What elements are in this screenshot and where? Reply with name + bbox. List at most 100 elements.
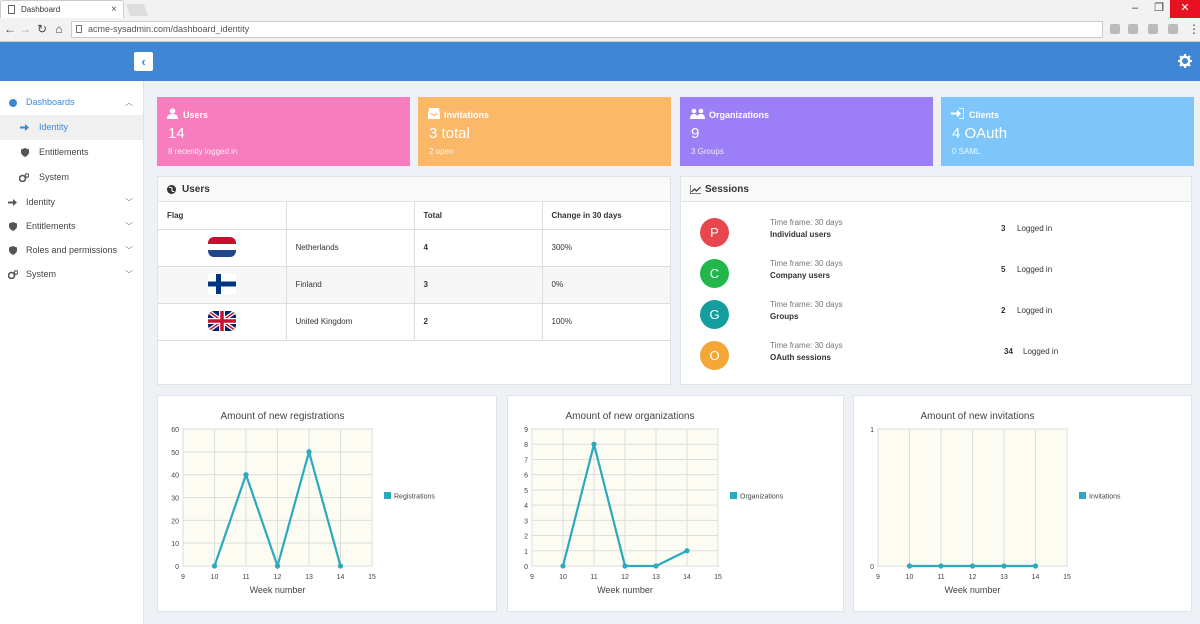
session-row[interactable]: G Time frame: 30 days Groups 2 Logged in	[681, 295, 1191, 336]
session-row[interactable]: P Time frame: 30 days Individual users 3 Log…	[681, 213, 1191, 254]
sidebar-item-identity-active[interactable]: Identity	[0, 115, 143, 140]
session-row[interactable]: O Time frame: 30 days OAuth sessions 34 Logg…	[681, 336, 1191, 377]
back-icon[interactable]: ←	[4, 22, 16, 36]
stat-title: Invitations	[444, 110, 490, 120]
registrations-chart-panel: Amount of new registrations 0 10 20 30 40 50 60…	[157, 395, 497, 612]
sidebar-item-label: Identity	[39, 122, 69, 132]
sidebar-item-system[interactable]: System	[0, 165, 143, 190]
chart-title: Amount of new organizations	[566, 411, 695, 422]
panel-title: Users	[182, 184, 210, 195]
total-cell: 2	[414, 303, 543, 341]
extension-icon[interactable]	[1128, 24, 1138, 34]
data-point	[653, 563, 659, 569]
y-tick-label: 50	[171, 450, 179, 457]
x-tick-label: 11	[242, 574, 249, 581]
page-icon	[76, 25, 82, 33]
change-cell: 100%	[542, 303, 670, 341]
sidebar-item-dashboards[interactable]: Dashboards ︿	[0, 90, 143, 115]
minimize-icon[interactable]: –	[1131, 2, 1139, 14]
sign-in-icon	[951, 108, 964, 119]
sidebar-item-entitlements[interactable]: Entitlements	[0, 140, 143, 165]
x-tick-label: 14	[683, 574, 691, 581]
y-tick-label: 0	[175, 564, 179, 571]
maximize-icon[interactable]: ❐	[1154, 2, 1164, 14]
extension-icon[interactable]	[1110, 24, 1120, 34]
home-icon[interactable]: ⌂	[55, 22, 63, 36]
data-point	[938, 563, 944, 569]
new-tab-button[interactable]	[125, 4, 149, 16]
settings-gear-icon[interactable]	[1178, 54, 1192, 68]
y-tick-label: 6	[524, 473, 528, 480]
stat-subtext: 8 recently logged in	[168, 147, 238, 156]
x-axis-label: Week number	[597, 585, 653, 595]
collapse-sidebar-button[interactable]: ‹	[134, 52, 153, 71]
chevron-up-icon: ︿	[125, 98, 133, 107]
extension-icon[interactable]	[1168, 24, 1178, 34]
table-row[interactable]: Netherlands 4 300%	[158, 229, 670, 267]
forward-icon[interactable]: →	[19, 22, 31, 36]
users-panel-header: Users	[158, 177, 670, 202]
chart-title: Amount of new registrations	[221, 411, 345, 422]
column-header[interactable]: Change in 30 days	[542, 202, 670, 230]
session-name: Company users	[770, 271, 831, 280]
column-header[interactable]: Total	[414, 202, 543, 230]
data-point	[211, 563, 218, 569]
stat-card-invitations[interactable]: Invitations 3 total 2 open	[418, 97, 671, 166]
chart-title: Amount of new invitations	[921, 411, 1035, 422]
y-tick-label: 20	[171, 518, 179, 525]
browser-tab[interactable]: Dashboard ×	[0, 0, 124, 18]
sidebar-item-label: Entitlements	[26, 221, 76, 231]
session-count: 5	[1001, 265, 1006, 274]
legend-swatch	[1079, 492, 1086, 499]
stat-subtext: 2 open	[429, 147, 454, 156]
session-count-label: Logged in	[1023, 347, 1059, 356]
reload-icon[interactable]: ↻	[36, 22, 48, 36]
x-tick-label: 10	[559, 574, 567, 581]
sidebar-item-identity[interactable]: Identity ﹀	[0, 190, 143, 215]
data-point	[274, 563, 281, 569]
data-point	[906, 563, 913, 569]
country-cell: Finland	[286, 266, 415, 304]
window-close-icon[interactable]: ✕	[1170, 0, 1200, 18]
data-point	[337, 563, 344, 569]
browser-tab-bar: Dashboard × – ❐ ✕	[0, 0, 1200, 18]
total-cell: 3	[414, 266, 543, 304]
x-tick-label: 12	[274, 574, 282, 581]
x-tick-label: 15	[1063, 574, 1071, 581]
x-tick-label: 15	[714, 574, 722, 581]
address-bar[interactable]: acme-sysadmin.com/dashboard_identity	[71, 21, 1103, 38]
y-tick-label: 40	[171, 473, 179, 480]
y-tick-label: 30	[171, 496, 179, 503]
session-avatar: O	[700, 341, 729, 370]
x-tick-label: 14	[337, 574, 345, 581]
x-axis-label: Week number	[250, 585, 306, 595]
sidebar-item-entitlements-group[interactable]: Entitlements ﹀	[0, 214, 143, 239]
stat-card-users[interactable]: Users 14 8 recently logged in	[157, 97, 410, 166]
inbox-icon	[428, 108, 440, 119]
stat-card-organizations[interactable]: Organizations 9 3 Groups	[680, 97, 933, 166]
table-row[interactable]: United Kingdom 2 100%	[158, 303, 670, 341]
sidebar-item-label: System	[26, 269, 57, 279]
session-count: 3	[1001, 224, 1006, 233]
session-count-label: Logged in	[1017, 224, 1053, 233]
column-header[interactable]: Flag	[158, 202, 287, 230]
shield-icon	[9, 222, 17, 231]
sessions-panel: Sessions P Time frame: 30 days Individual …	[680, 176, 1192, 385]
globe-icon	[167, 185, 176, 194]
session-row[interactable]: C Time frame: 30 days Company users 5 Logged…	[681, 254, 1191, 295]
stat-card-clients[interactable]: Clients 4 OAuth 0 SAML	[941, 97, 1194, 166]
y-tick-label: 1	[524, 549, 528, 556]
sidebar-item-roles-permissions[interactable]: Roles and permissions ﹀	[0, 238, 143, 263]
y-tick-label: 7	[524, 457, 528, 464]
browser-menu-icon[interactable]: ⋮	[1188, 22, 1200, 36]
table-row[interactable]: Finland 3 0%	[158, 266, 670, 304]
y-tick-label: 8	[524, 442, 528, 449]
extension-icon[interactable]	[1148, 24, 1158, 34]
column-header[interactable]	[286, 202, 415, 230]
sidebar-item-system-group[interactable]: System ﹀	[0, 262, 143, 287]
y-tick-label: 0	[524, 564, 528, 571]
session-count: 34	[1004, 347, 1013, 356]
session-timeframe: Time frame: 30 days	[770, 341, 843, 350]
close-tab-icon[interactable]: ×	[111, 4, 117, 15]
